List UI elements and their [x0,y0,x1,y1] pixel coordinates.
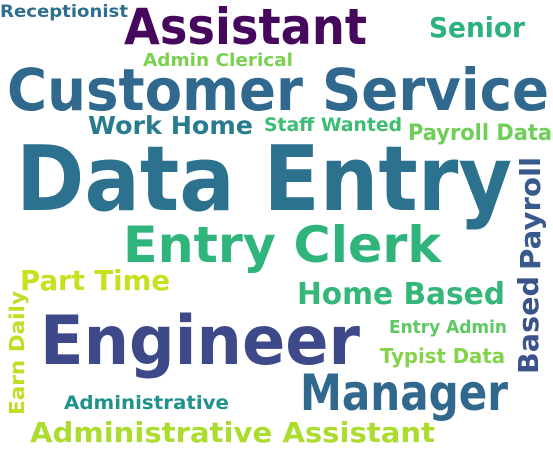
word-typist-data: Typist Data [380,344,505,368]
word-payroll-data: Payroll Data [408,121,552,146]
word-assistant: Assistant [124,0,367,56]
word-earn-daily-vertical: Earn Daily [5,291,29,415]
word-administrative-assistant: Administrative Assistant [30,416,435,449]
word-entry-admin: Entry Admin [389,317,507,338]
word-administrative: Administrative [64,392,229,414]
word-entry-clerk: Entry Clerk [123,216,443,274]
word-home-based: Home Based [297,277,505,312]
word-based-vertical: Based [512,276,545,374]
word-manager: Manager [300,364,508,422]
word-part-time: Part Time [20,264,170,297]
word-work-home: Work Home [88,111,253,140]
word-staff-wanted: Staff Wanted [264,114,402,136]
word-senior: Senior [429,11,525,44]
word-data-entry: Data Entry [16,127,512,232]
word-customer-service: Customer Service [7,56,549,124]
word-engineer: Engineer [40,302,360,381]
word-receptionist: Receptionist [0,2,128,22]
word-admin-clerical: Admin Clerical [143,50,293,71]
word-payroll-vertical: Payroll [514,157,547,270]
